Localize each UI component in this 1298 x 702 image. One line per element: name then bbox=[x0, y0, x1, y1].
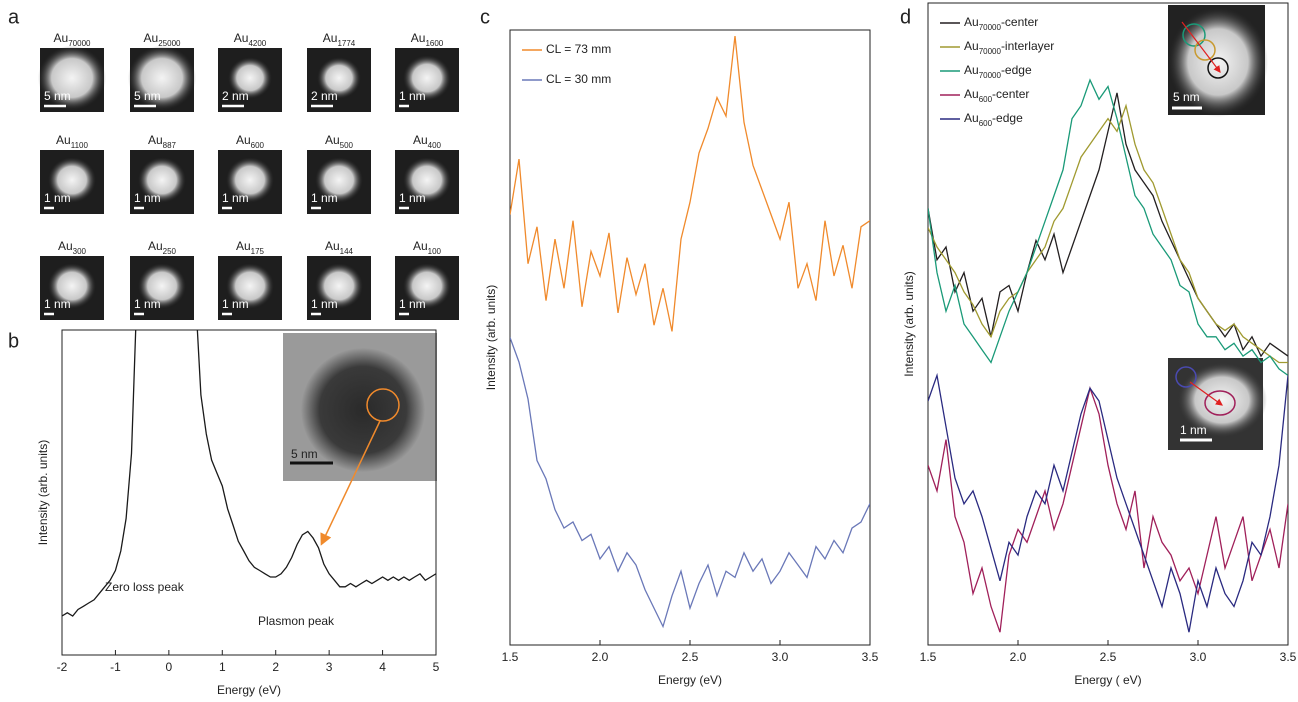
x-axis-title: Energy (eV) bbox=[658, 673, 722, 687]
x-axis-title: Energy (eV) bbox=[217, 683, 281, 697]
x-tick-label: 2.0 bbox=[592, 650, 609, 664]
particle bbox=[226, 157, 274, 203]
scale-label: 1 nm bbox=[134, 191, 161, 205]
tile-label: Au600 bbox=[236, 133, 265, 149]
legend-label: CL = 30 mm bbox=[546, 72, 611, 86]
scale-label: 2 nm bbox=[311, 89, 338, 103]
series-line bbox=[928, 372, 1288, 633]
x-axis-title: Energy ( eV) bbox=[1074, 673, 1141, 687]
scale-label: 5 nm bbox=[44, 89, 71, 103]
scale-label: 1 nm bbox=[1180, 423, 1207, 437]
x-tick-label: 3 bbox=[326, 660, 333, 674]
x-tick-label: 3.0 bbox=[772, 650, 789, 664]
legend-label: Au70000-center bbox=[964, 15, 1038, 31]
particle bbox=[226, 263, 274, 309]
tile-label: Au1100 bbox=[56, 133, 88, 149]
tile-label: Au250 bbox=[148, 239, 177, 255]
scale-label: 1 nm bbox=[399, 297, 426, 311]
series-line bbox=[928, 78, 1288, 376]
annotation: Plasmon peak bbox=[258, 614, 335, 628]
particle bbox=[403, 157, 451, 203]
tile-label: Au100 bbox=[413, 239, 442, 255]
scale-label: 1 nm bbox=[44, 191, 71, 205]
scale-label: 1 nm bbox=[222, 297, 249, 311]
tile-label: Au887 bbox=[148, 133, 177, 149]
x-tick-label: 1 bbox=[219, 660, 226, 674]
tile-label: Au300 bbox=[58, 239, 87, 255]
series-line bbox=[510, 36, 870, 332]
panel-label: a bbox=[8, 6, 20, 28]
x-tick-label: 2.0 bbox=[1010, 650, 1027, 664]
legend-label: Au70000-edge bbox=[964, 63, 1032, 79]
scale-label: 1 nm bbox=[399, 89, 426, 103]
scale-label: 1 nm bbox=[311, 297, 338, 311]
scale-label: 1 nm bbox=[134, 297, 161, 311]
particle bbox=[48, 157, 96, 203]
tile-label: Au70000 bbox=[54, 31, 91, 47]
x-tick-label: 3.0 bbox=[1190, 650, 1207, 664]
scale-label: 5 nm bbox=[134, 89, 161, 103]
inset-image: 5 nm bbox=[1168, 5, 1268, 117]
particle bbox=[403, 263, 451, 309]
axes-frame bbox=[509, 29, 871, 646]
particle bbox=[138, 263, 186, 309]
scale-label: 5 nm bbox=[1173, 90, 1200, 104]
series-line bbox=[62, 330, 436, 617]
particle bbox=[128, 45, 196, 111]
particle bbox=[228, 57, 272, 99]
x-tick-label: 1.5 bbox=[920, 650, 937, 664]
series-line bbox=[510, 337, 870, 629]
particle bbox=[317, 57, 361, 99]
x-tick-label: -2 bbox=[57, 660, 68, 674]
x-tick-label: 2.5 bbox=[682, 650, 699, 664]
scale-label: 1 nm bbox=[44, 297, 71, 311]
particle bbox=[315, 157, 363, 203]
particle bbox=[48, 263, 96, 309]
axes-frame bbox=[61, 329, 437, 656]
legend-label: Au600-center bbox=[964, 87, 1029, 103]
particle bbox=[38, 45, 106, 111]
legend-label: CL = 73 mm bbox=[546, 42, 611, 56]
series-line bbox=[928, 103, 1288, 364]
annotation: Zero loss peak bbox=[105, 580, 185, 594]
particle bbox=[403, 55, 451, 101]
scale-label: 2 nm bbox=[222, 89, 249, 103]
legend-label: Au70000-interlayer bbox=[964, 39, 1054, 55]
x-tick-label: 4 bbox=[379, 660, 386, 674]
scale-label: 1 nm bbox=[222, 191, 249, 205]
scale-label: 1 nm bbox=[311, 191, 338, 205]
tile-label: Au144 bbox=[325, 239, 354, 255]
legend-label: Au600-edge bbox=[964, 111, 1023, 127]
tile-label: Au1774 bbox=[323, 31, 356, 47]
panel-label: c bbox=[480, 6, 490, 28]
tile-label: Au1600 bbox=[411, 31, 444, 47]
x-tick-label: 1.5 bbox=[502, 650, 519, 664]
tile-label: Au500 bbox=[325, 133, 354, 149]
x-tick-label: 2 bbox=[272, 660, 279, 674]
y-axis-title: Intensity (arb. units) bbox=[484, 285, 498, 390]
x-tick-label: 5 bbox=[433, 660, 440, 674]
x-tick-label: -1 bbox=[110, 660, 121, 674]
tile-label: Au25000 bbox=[144, 31, 181, 47]
particle bbox=[138, 157, 186, 203]
tile-label: Au400 bbox=[413, 133, 442, 149]
x-tick-label: 3.5 bbox=[862, 650, 879, 664]
x-tick-label: 3.5 bbox=[1280, 650, 1297, 664]
series-line bbox=[928, 92, 1288, 358]
scale-label: 5 nm bbox=[291, 447, 318, 461]
panel-label: b bbox=[8, 330, 19, 352]
y-axis-title: Intensity (arb. units) bbox=[36, 440, 50, 545]
x-tick-label: 2.5 bbox=[1100, 650, 1117, 664]
series-line bbox=[928, 385, 1288, 633]
tile-label: Au175 bbox=[236, 239, 265, 255]
x-tick-label: 0 bbox=[166, 660, 173, 674]
panel-label: d bbox=[900, 6, 911, 28]
inset-image: 5 nm bbox=[283, 333, 437, 546]
inset-image: 1 nm bbox=[1168, 358, 1267, 450]
tile-label: Au4200 bbox=[234, 31, 267, 47]
y-axis-title: Intensity (arb. units) bbox=[902, 271, 916, 376]
particle bbox=[315, 263, 363, 309]
scale-label: 1 nm bbox=[399, 191, 426, 205]
